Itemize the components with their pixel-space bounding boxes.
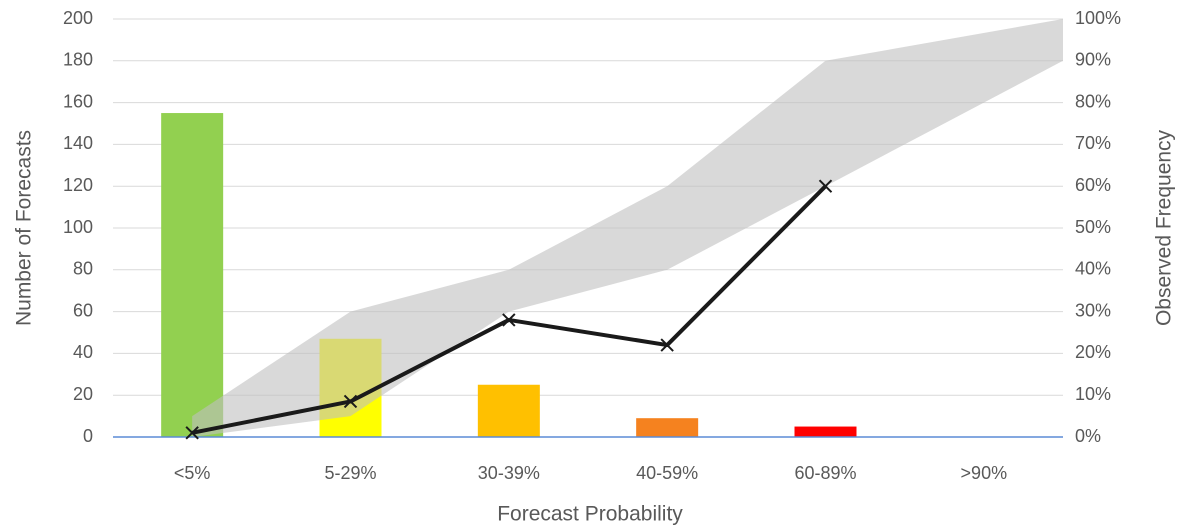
x-tick-label: 60-89% [794,463,856,483]
y-tick-label: 160 [63,91,93,111]
marker [818,179,833,193]
x-tick-label: >90% [961,463,1008,483]
y-axis-title: Number of Forecasts [13,130,36,326]
y2-tick-label: 60% [1075,175,1111,195]
y-tick-label: 60 [73,300,93,320]
y-tick-label: 20 [73,384,93,404]
marker [660,338,674,352]
x-tick-label: 40-59% [636,463,698,483]
y2-tick-label: 100% [1075,8,1121,28]
y2-tick-label: 80% [1075,91,1111,111]
y-tick-label: 180 [63,50,93,70]
y-tick-label: 120 [63,175,93,195]
x-tick-label: 5-29% [324,463,376,483]
y-tick-label: 100 [63,217,93,237]
bar [794,426,857,437]
y-tick-label: 200 [63,8,93,28]
y2-tick-label: 90% [1075,50,1111,70]
bar [477,384,540,437]
confidence-band [192,19,1063,437]
y2-tick-label: 10% [1075,384,1111,404]
y2-tick-label: 50% [1075,217,1111,237]
y-tick-label: 140 [63,133,93,153]
bar [161,113,224,438]
y-tick-label: 0 [83,426,93,446]
marker [343,394,358,409]
marker [502,313,516,327]
marker [185,426,199,440]
y-tick-label: 80 [73,259,93,279]
x-tick-label: 30-39% [478,463,540,483]
y2-tick-label: 20% [1075,342,1111,362]
y2-axis-title: Observed Frequency [1153,129,1176,326]
bar [636,418,699,437]
y2-tick-label: 70% [1075,133,1111,153]
y2-tick-label: 30% [1075,300,1111,320]
y2-tick-label: 40% [1075,259,1111,279]
x-axis-title: Forecast Probability [497,503,683,526]
y2-tick-label: 0% [1075,426,1101,446]
y-tick-label: 40 [73,342,93,362]
x-tick-label: <5% [174,463,211,483]
